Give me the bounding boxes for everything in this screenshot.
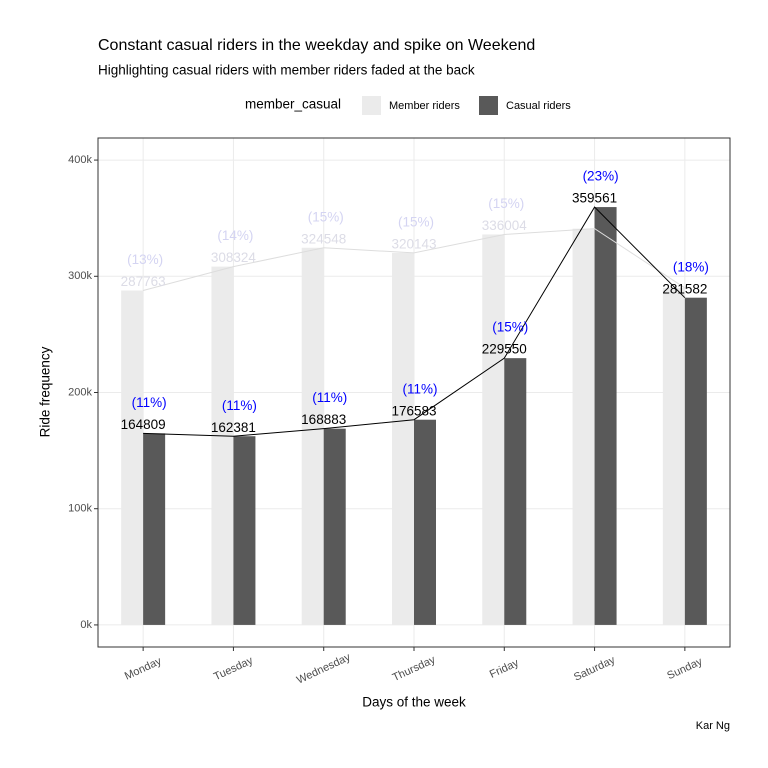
caption: Kar Ng [696,720,730,732]
chart-subtitle: Highlighting casual riders with member r… [98,63,475,78]
y-tick-label: 400k [68,154,92,166]
x-tick-label: Tuesday [212,654,255,683]
value-label: 168883 [301,412,346,427]
share-label: (11%) [402,381,437,396]
share-label: (11%) [222,398,257,413]
share-label: (13%) [127,252,163,267]
y-tick-label: 300k [68,270,92,282]
value-label: 359561 [572,191,617,206]
value-label: 164809 [121,417,166,432]
x-tick-label: Sunday [665,655,704,682]
y-tick-label: 100k [68,503,92,515]
share-label: (11%) [312,390,347,405]
x-tick-label: Monday [123,655,164,683]
share-label: (18%) [673,259,709,274]
y-axis-title: Ride frequency [38,346,53,437]
bar [233,436,256,625]
trend-line [143,206,686,437]
bar [121,290,144,625]
bar [392,252,414,625]
bar [572,228,595,625]
share-label: (15%) [308,209,344,224]
bar [504,358,527,625]
bar [684,297,707,625]
chart-title: Constant casual riders in the weekday an… [98,37,535,54]
share-label: (15%) [398,214,434,229]
legend-key [362,96,381,115]
value-label: 324548 [301,231,346,246]
trend-line [143,228,686,291]
x-tick-label: Saturday [572,654,617,684]
bar [482,234,505,625]
x-tick-label: Wednesday [295,651,353,687]
value-label: 176583 [391,403,436,418]
value-label: 336004 [482,218,528,233]
bar [301,247,324,625]
y-tick-label: 0k [80,619,92,631]
x-tick-label: Thursday [391,654,438,684]
legend: Member riders Casual riders [362,96,571,115]
value-label: 229550 [482,342,527,357]
legend-label: Member riders [389,100,460,112]
x-tick-label: Friday [488,657,521,681]
value-label: 320143 [391,236,436,251]
y-tick-label: 200k [68,386,92,398]
bar [414,419,436,625]
share-label: (15%) [488,196,524,211]
bar [662,287,685,625]
share-label: (15%) [492,320,528,335]
value-label: 287763 [121,274,166,289]
share-label: (23%) [583,169,619,184]
bar [323,428,346,625]
share-label: (11%) [132,395,167,410]
legend-title: member_casual [245,97,341,112]
bar [143,433,166,625]
bar [211,266,234,625]
share-label: (14%) [217,228,253,243]
value-label: 308324 [211,250,257,265]
value-label: 281582 [662,281,707,296]
legend-label: Casual riders [506,100,571,112]
bar [594,207,617,625]
value-label: 162381 [211,420,256,435]
legend-key [479,96,498,115]
x-axis-title: Days of the week [362,695,466,710]
